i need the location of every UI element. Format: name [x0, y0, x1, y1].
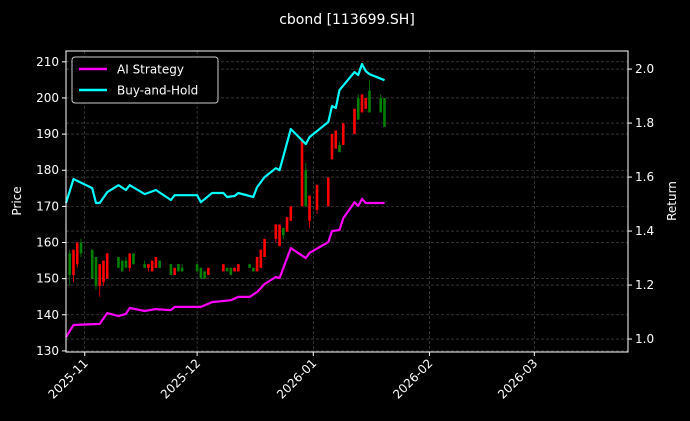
- candle-body: [225, 267, 229, 272]
- series-lines: [64, 62, 385, 338]
- candle-body: [105, 253, 109, 279]
- y-tick-label: 130: [36, 344, 59, 358]
- candle-body: [169, 264, 173, 276]
- legend-box: [71, 56, 219, 104]
- candle-body: [308, 195, 311, 221]
- candle-body: [252, 267, 255, 272]
- candle-body: [282, 228, 285, 236]
- y2-tick-label: 1.8: [635, 116, 654, 130]
- candle-body: [356, 97, 360, 120]
- candle-body: [330, 134, 334, 160]
- y2-tick-label: 2.0: [635, 62, 654, 76]
- plot-frame: [65, 50, 629, 353]
- candle-body: [274, 224, 278, 239]
- y-tick-label: 180: [36, 163, 59, 177]
- y-tick-label: 190: [36, 127, 59, 141]
- legend-label-bh: Buy-and-Hold: [117, 84, 198, 98]
- candle-body: [338, 144, 341, 153]
- y2-tick-label: 1.0: [635, 332, 654, 346]
- y2-tick-label: 1.2: [635, 278, 654, 292]
- series-line-buy-and-hold: [64, 62, 385, 205]
- candle-body: [259, 249, 263, 268]
- candle-body: [289, 206, 293, 221]
- candle-body: [315, 184, 319, 210]
- y-axis-label: Price: [10, 186, 24, 215]
- y-tick-label: 140: [36, 308, 59, 322]
- candle-body: [98, 264, 102, 286]
- candle-body: [79, 242, 83, 254]
- candle-body: [203, 271, 206, 279]
- candle-body: [368, 90, 371, 113]
- candle-body: [341, 123, 345, 145]
- candle-body: [255, 256, 259, 272]
- candle-body: [278, 224, 281, 247]
- candle-body: [248, 264, 251, 268]
- candle-body: [379, 97, 383, 113]
- candle-body: [143, 264, 146, 268]
- candle-body: [180, 267, 184, 272]
- candle-body: [300, 141, 304, 207]
- y2-tick-label: 1.4: [635, 224, 654, 238]
- y-tick-label: 150: [36, 272, 59, 286]
- candle-body: [128, 253, 131, 268]
- candle-body: [263, 238, 266, 257]
- candle-body: [102, 260, 105, 283]
- candle-body: [222, 264, 225, 272]
- y2-axis-label: Return: [665, 181, 679, 221]
- legend: AI Strategy Buy-and-Hold: [71, 56, 219, 104]
- y-axis-left: 130 140 150 160 170 180 190 200 210: [36, 55, 66, 358]
- y-tick-label: 170: [36, 199, 59, 213]
- candle-body: [154, 256, 158, 268]
- candle-body: [72, 249, 75, 276]
- candle-body: [304, 170, 308, 207]
- candle-body: [383, 97, 386, 127]
- y-tick-label: 200: [36, 91, 59, 105]
- candle-body: [326, 177, 330, 207]
- candle-body: [233, 267, 236, 272]
- candle-body: [117, 256, 120, 268]
- candle-body: [75, 242, 79, 265]
- candle-body: [364, 97, 368, 109]
- chart-title: cbond [113699.SH]: [279, 12, 415, 28]
- candle-body: [353, 108, 356, 135]
- candle-body: [124, 260, 128, 268]
- candle-body: [120, 260, 124, 272]
- y-tick-label: 210: [36, 55, 59, 69]
- candle-body: [237, 264, 240, 272]
- candle-body: [147, 264, 150, 268]
- y-tick-label: 160: [36, 236, 59, 250]
- candle-body: [195, 264, 199, 272]
- candle-body: [132, 253, 135, 265]
- grid: [66, 51, 628, 352]
- candle-body: [150, 260, 154, 272]
- candles: [68, 79, 386, 297]
- candle-body: [199, 267, 203, 279]
- y2-tick-label: 1.6: [635, 170, 654, 184]
- y-axis-right: 1.0 1.2 1.4 1.6 1.8 2.0: [628, 62, 654, 346]
- candle-body: [229, 267, 233, 276]
- legend-label-ai: AI Strategy: [117, 63, 184, 77]
- candle-body: [94, 256, 98, 286]
- candle-body: [68, 253, 72, 276]
- candle-body: [207, 267, 210, 276]
- candle-body: [334, 130, 338, 149]
- candle-body: [90, 249, 94, 279]
- candle-body: [158, 260, 161, 268]
- candle-body: [173, 267, 176, 276]
- candle-body: [177, 264, 180, 272]
- series-line-ai-strategy: [65, 197, 385, 338]
- candle-body: [360, 94, 364, 113]
- candle-body: [285, 217, 289, 232]
